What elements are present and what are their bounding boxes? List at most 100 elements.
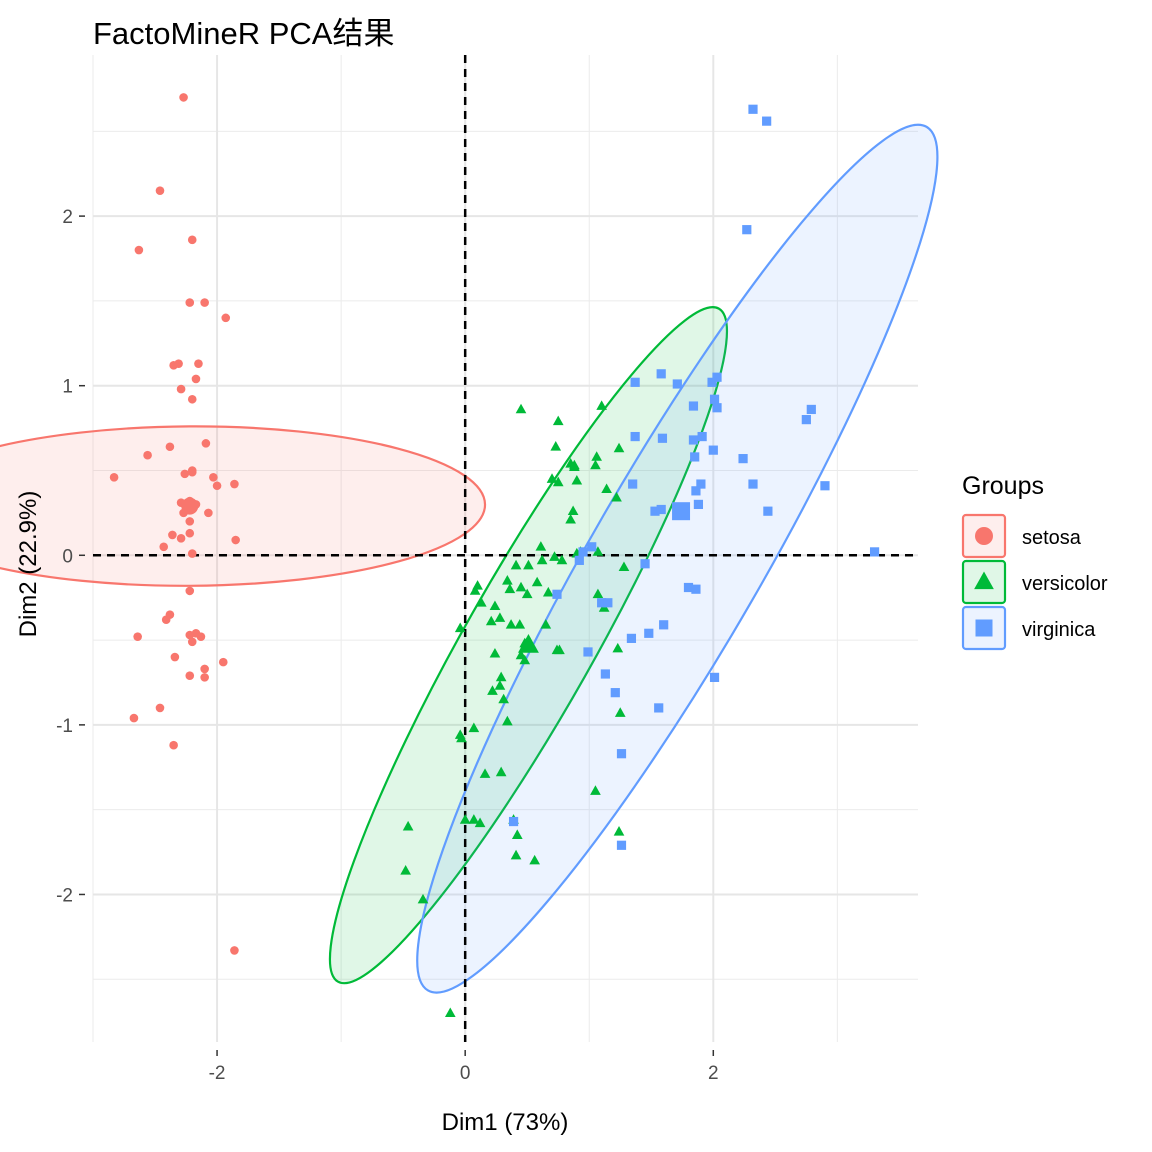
legend-label-setosa: setosa (1022, 527, 1082, 549)
versicolor-point (489, 647, 501, 658)
y-tick-label: -1 (56, 716, 73, 737)
virginica-point (603, 598, 613, 608)
legend-item-setosa[interactable]: setosa (961, 513, 1082, 559)
virginica-point (763, 506, 773, 516)
virginica-point (709, 672, 720, 682)
virginica-point (869, 547, 880, 557)
legend-item-virginica[interactable]: virginica (961, 605, 1096, 651)
virginica-point (712, 372, 722, 382)
y-axis-title: Dim2 (22.9%) (15, 491, 42, 638)
versicolor-point (489, 600, 501, 611)
virginica-point (656, 369, 666, 379)
setosa-point (201, 439, 211, 448)
virginica-point (630, 431, 640, 442)
virginica-point (820, 481, 830, 491)
virginica-point (657, 433, 668, 443)
versicolor-point (550, 441, 562, 451)
versicolor-point (494, 680, 506, 690)
setosa-point (170, 652, 180, 662)
setosa-point (191, 374, 201, 384)
versicolor-point (515, 581, 527, 592)
versicolor-point (591, 451, 603, 461)
setosa-point (196, 632, 206, 641)
legend: Groups setosa versicolor virginica (961, 472, 1108, 651)
setosa-point (133, 632, 142, 641)
setosa-point (218, 657, 228, 667)
versicolor-point (495, 671, 507, 682)
virginica-point (801, 415, 811, 425)
y-tick-label: -2 (56, 885, 73, 906)
versicolor-point (552, 415, 564, 426)
versicolor-point (613, 442, 625, 453)
versicolor-point (596, 400, 607, 410)
versicolor-point (552, 476, 564, 487)
setosa-point (200, 673, 209, 682)
virginica-point (654, 703, 664, 713)
setosa-point (194, 359, 203, 368)
legend-item-versicolor[interactable]: versicolor (961, 559, 1108, 605)
virginica-point (683, 582, 694, 593)
setosa-point (230, 479, 239, 489)
legend-glyph-setosa (975, 527, 993, 545)
setosa-point (200, 298, 209, 307)
versicolor-point (535, 541, 547, 551)
virginica-centroid (672, 502, 691, 521)
versicolor-point (542, 586, 554, 597)
virginica-ellipse (416, 123, 939, 994)
confidence-ellipses (0, 123, 939, 994)
versicolor-point (417, 893, 429, 904)
setosa-point (221, 313, 231, 323)
versicolor-point (514, 619, 526, 629)
axes: -2 0 2 -2 -1 0 1 2 (56, 207, 718, 1084)
legend-label-virginica: virginica (1022, 619, 1096, 641)
group-centroids (181, 497, 691, 653)
legend-glyph-versicolor (974, 571, 994, 590)
setosa-point (187, 467, 197, 477)
virginica-point (688, 401, 699, 411)
versicolor-point (485, 615, 497, 626)
versicolor-point (614, 707, 626, 717)
setosa-point (185, 630, 195, 640)
versicolor-point (611, 491, 622, 502)
versicolor-point (510, 849, 522, 860)
versicolor-point (618, 561, 630, 572)
virginica-point (508, 816, 519, 827)
virginica-point (707, 377, 717, 387)
y-tick-label: 1 (62, 377, 73, 398)
setosa-point (179, 93, 188, 102)
versicolor-point (546, 473, 558, 483)
virginica-point (628, 479, 638, 489)
virginica-point (806, 404, 816, 415)
setosa-point (174, 359, 183, 368)
versicolor-point (474, 817, 486, 828)
versicolor-point (468, 814, 480, 824)
y-tick-label: 2 (62, 207, 73, 228)
virginica-point (640, 559, 650, 569)
versicolor-centroid (518, 634, 539, 653)
setosa-point (231, 535, 240, 545)
versicolor-point (601, 483, 612, 494)
virginica-point (697, 431, 707, 442)
setosa-point (185, 586, 195, 596)
versicolor-point (505, 619, 517, 629)
versicolor-point (444, 1007, 456, 1018)
virginica-point (693, 499, 704, 510)
versicolor-point (510, 559, 522, 570)
virginica-point (656, 504, 666, 515)
virginica-point (748, 104, 758, 114)
setosa-point (176, 384, 186, 394)
setosa-point (230, 946, 239, 955)
virginica-point (552, 589, 562, 599)
x-axis-title: Dim1 (73%) (442, 1109, 569, 1136)
virginica-point (690, 452, 700, 462)
setosa-point (168, 530, 177, 540)
setosa-point (176, 534, 186, 543)
versicolor-point (529, 854, 540, 865)
versicolor-point (402, 820, 414, 831)
virginica-point (578, 547, 588, 557)
setosa-point (109, 472, 119, 482)
virginica-point (650, 506, 660, 516)
setosa-point (155, 186, 165, 195)
versicolor-point (612, 642, 624, 653)
versicolor-point (569, 459, 580, 470)
